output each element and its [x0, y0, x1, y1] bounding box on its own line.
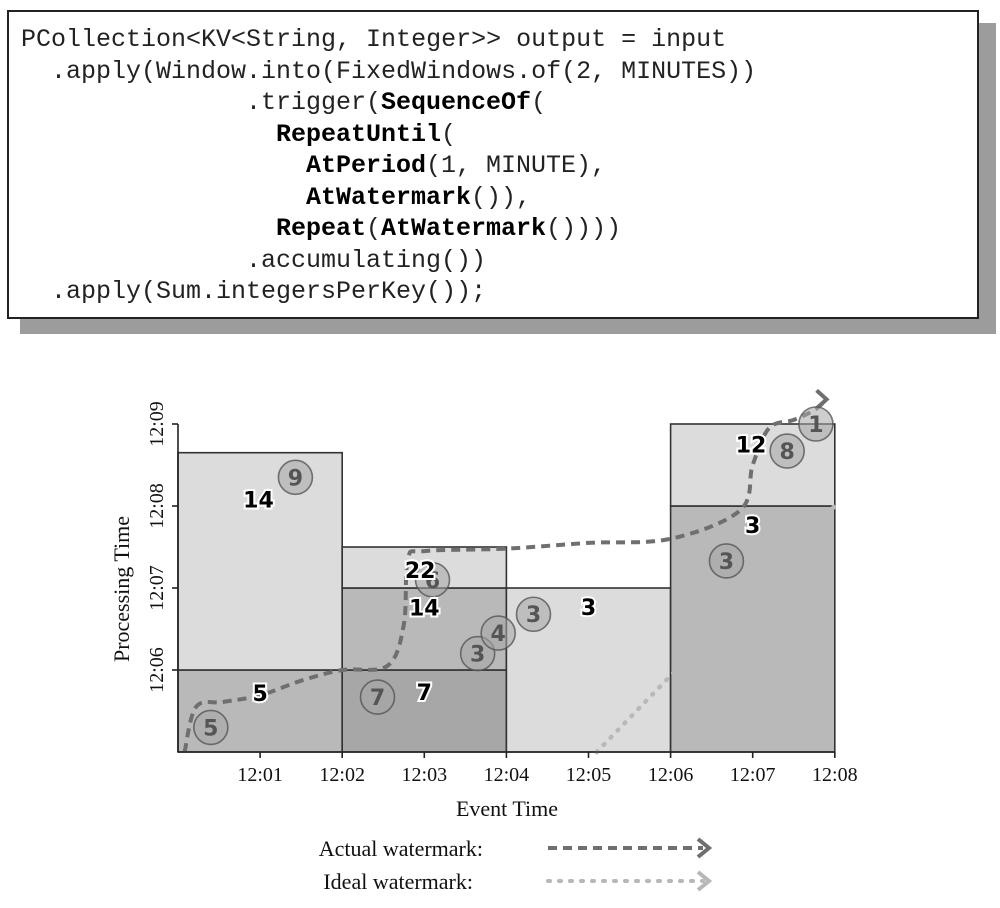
input-value-label: 9 — [288, 466, 303, 491]
result-value: 14 — [409, 597, 440, 622]
x-tick-label: 12:05 — [566, 764, 612, 786]
actual-watermark-group — [182, 388, 830, 753]
input-value-circle — [414, 561, 451, 598]
legend-actual-arrowhead — [696, 837, 713, 859]
code-line: AtPeriod(1, MINUTE), — [306, 151, 606, 181]
y-axis-title: Processing Time — [109, 516, 134, 662]
pane-w4-ontime — [669, 505, 836, 753]
actual-watermark-arrowhead — [815, 388, 830, 410]
pane-w1-late — [177, 451, 343, 671]
code-line: RepeatUntil( — [276, 120, 456, 150]
code-line: .apply(Sum.integersPerKey()); — [51, 277, 486, 307]
input-value-label: 7 — [370, 686, 385, 711]
input-value-circle — [277, 459, 314, 496]
input-value-circle — [708, 543, 745, 579]
y-tick-label: 12:09 — [146, 401, 168, 447]
code-listing: PCollection<KV<String, Integer>> output … — [7, 10, 979, 319]
legend-ideal-arrowhead — [696, 870, 713, 892]
result-value: 12 — [736, 434, 767, 459]
x-axis-title: Event Time — [456, 796, 558, 821]
input-value-circle — [769, 433, 805, 469]
code-text: .apply(Sum.integersPerKey()); — [51, 277, 487, 306]
result-value: 7 — [417, 681, 432, 706]
ideal-watermark-group — [594, 503, 838, 755]
x-tick-label: 12:03 — [402, 764, 448, 786]
y-tick-label: 12:08 — [146, 483, 168, 529]
code-text: ( — [366, 214, 382, 243]
input-value-circle — [359, 679, 396, 715]
result-value: 3 — [745, 514, 760, 539]
code-line: Repeat(AtWatermark()))) — [276, 214, 621, 244]
code-text: .trigger( — [246, 88, 382, 117]
axes: 12:01 12:02 12:03 12:04 12:05 12:06 12:07 12:08… — [146, 401, 858, 786]
code-keyword: RepeatUntil — [276, 119, 442, 149]
input-value-label: 3 — [526, 603, 541, 628]
result-value: 5 — [252, 682, 267, 707]
code-line: PCollection<KV<String, Integer>> output … — [21, 25, 726, 55]
input-value-label: 3 — [719, 550, 734, 575]
code-text: PCollection<KV<String, Integer>> output … — [21, 25, 727, 54]
code-text: .accumulating()) — [246, 245, 487, 275]
input-value-label: 5 — [203, 716, 218, 741]
x-tick-label: 12:04 — [484, 764, 530, 786]
code-text: ( — [441, 119, 457, 149]
code-text: .apply(Window.into(FixedWindows.of(2, MI… — [51, 56, 757, 86]
result-value: 14 — [243, 488, 274, 513]
y-tick-label: 12:07 — [146, 565, 168, 611]
input-value-circle — [193, 709, 229, 746]
x-tick-label: 12:06 — [648, 764, 694, 786]
code-text: ()), — [471, 182, 532, 212]
y-tick-label: 12:06 — [146, 647, 168, 693]
input-value-label: 3 — [470, 643, 485, 668]
x-tick-label: 12:02 — [319, 764, 365, 786]
code-keyword: AtWatermark — [381, 214, 547, 243]
input-value-label: 4 — [491, 622, 506, 647]
code-keyword: Repeat — [276, 214, 367, 243]
input-value-circle — [480, 615, 516, 651]
code-text: ()))) — [546, 214, 622, 243]
window-panes — [177, 423, 836, 753]
legend-actual-label: Actual watermark: — [319, 836, 483, 861]
code-keyword: AtPeriod — [306, 151, 427, 180]
code-line: .accumulating()) — [246, 246, 486, 276]
actual-watermark-line — [182, 397, 828, 753]
input-value-circle — [798, 406, 834, 442]
code-text: (1, MINUTE), — [426, 151, 607, 180]
x-tick-label: 12:07 — [730, 764, 776, 786]
legend-ideal-label: Ideal watermark: — [323, 869, 473, 894]
x-tick-label: 12:08 — [812, 764, 858, 786]
input-value-label: 1 — [808, 413, 823, 438]
input-value-circle — [515, 596, 552, 633]
ideal-watermark-line — [594, 503, 838, 755]
code-line: AtWatermark()), — [306, 183, 531, 213]
code-line: .trigger(SequenceOf( — [246, 88, 546, 118]
result-value: 3 — [581, 596, 596, 621]
input-value-label: 8 — [780, 440, 795, 465]
code-line: .apply(Window.into(FixedWindows.of(2, MI… — [51, 57, 756, 87]
code-text: ( — [531, 88, 547, 117]
code-keyword: SequenceOf — [381, 88, 532, 117]
result-value: 22 — [405, 559, 436, 584]
x-tick-label: 12:01 — [237, 764, 283, 786]
input-value-label: 6 — [425, 569, 440, 594]
code-keyword: AtWatermark — [306, 182, 472, 212]
